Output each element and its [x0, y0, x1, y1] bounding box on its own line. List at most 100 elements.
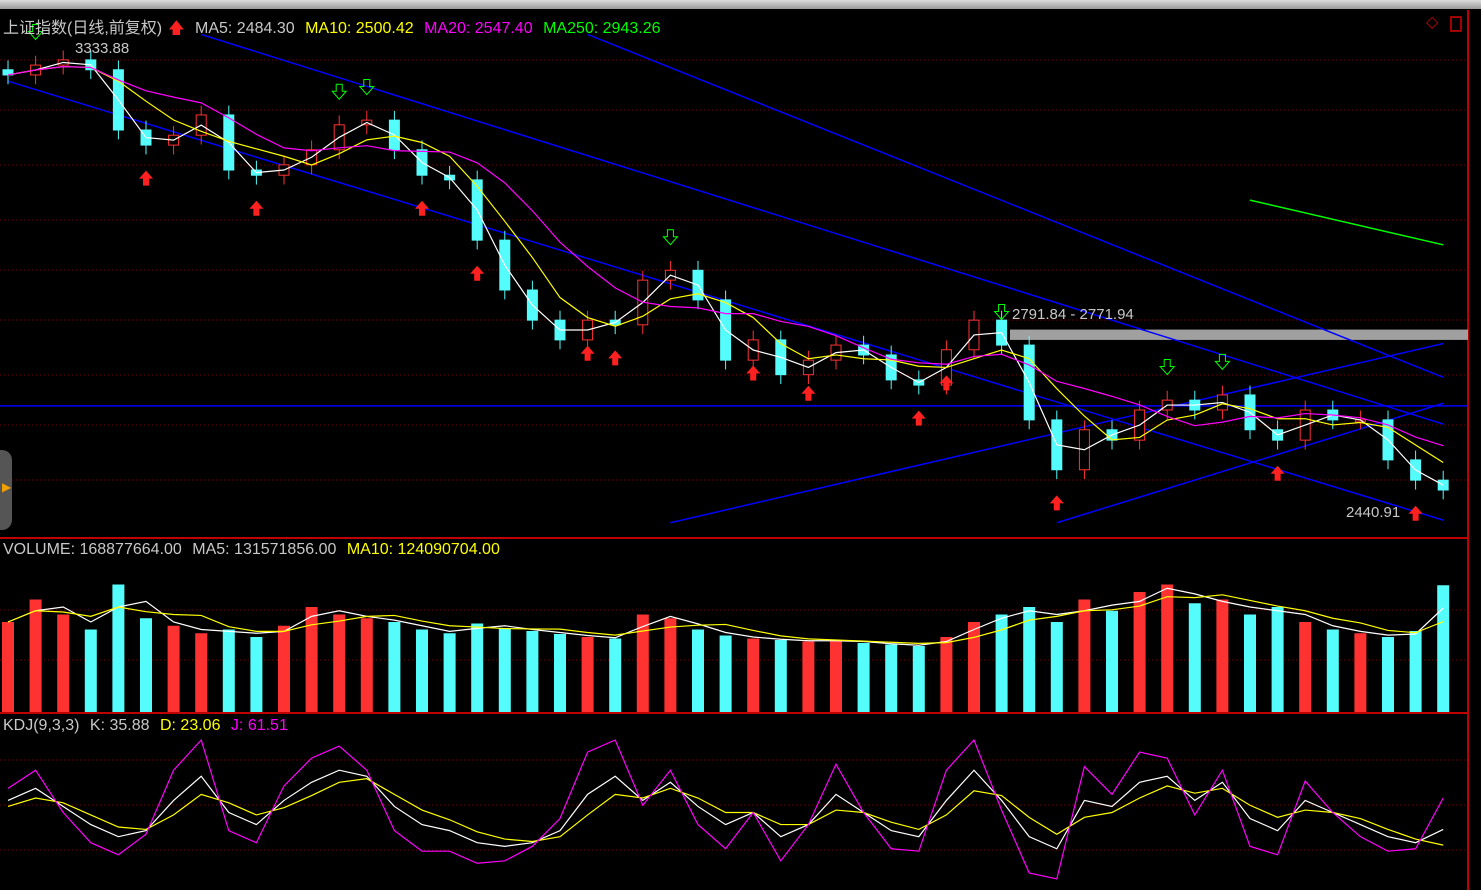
volume-ma5: MA5: 131571856.00 — [192, 541, 337, 558]
volume-bar — [747, 638, 760, 712]
diamond-icon[interactable]: ◇ — [1426, 14, 1439, 31]
price-band — [1010, 329, 1468, 340]
kdj-name: KDJ(9,3,3) — [3, 717, 80, 734]
volume-bar — [471, 623, 484, 712]
sell-arrow-icon — [1159, 359, 1176, 376]
chart-title: 上证指数(日线,前复权) — [3, 20, 163, 37]
volume-bar — [1326, 629, 1339, 712]
buy-arrow-icon — [801, 385, 816, 401]
ma10-line — [7, 66, 1444, 463]
band-label: 2791.84 - 2771.94 — [1012, 306, 1134, 323]
volume-bar — [443, 633, 456, 712]
kdj-legend: KDJ(9,3,3) K: 35.88 D: 23.06 J: 61.51 — [3, 717, 294, 735]
side-panel-handle[interactable]: ▶ — [0, 450, 12, 530]
main-legend: 上证指数(日线,前复权) 🡅 MA5: 2484.30 MA10: 2500.42… — [3, 14, 666, 44]
volume-bar — [692, 629, 704, 712]
volume-bar — [1050, 622, 1063, 712]
volume-bar — [167, 625, 180, 712]
high-label: 3333.88 — [75, 40, 130, 57]
sell-arrow-icon — [331, 83, 348, 100]
volume-bar — [84, 629, 97, 712]
volume-bar — [333, 614, 346, 712]
volume-bar — [195, 633, 208, 712]
buy-arrow-icon — [911, 410, 926, 426]
buy-arrow-icon — [580, 345, 595, 361]
sell-arrow-icon — [1214, 353, 1231, 371]
volume-bar — [1216, 599, 1229, 712]
kdj-k: K: 35.88 — [89, 717, 150, 734]
trend-line — [200, 33, 1444, 425]
buy-arrow-icon — [939, 375, 954, 391]
sell-arrow-icon — [993, 303, 1010, 321]
volume-bar — [1023, 607, 1036, 712]
up-arrow-icon: 🡅 — [168, 20, 185, 37]
volume-bar — [719, 635, 732, 712]
kdj-d-line — [7, 778, 1444, 846]
volume-bar — [57, 614, 70, 712]
kdj-k-line — [7, 769, 1444, 850]
volume-bar — [1078, 599, 1091, 712]
volume-ma10: MA10: 124090704.00 — [346, 541, 500, 558]
window-toggle-icon[interactable] — [1450, 16, 1462, 32]
ma250-legend: MA250: 2943.26 — [543, 20, 661, 37]
buy-arrow-icon — [470, 265, 485, 281]
volume-bar — [360, 618, 373, 712]
kdj-j-line — [7, 738, 1444, 880]
ma10-legend: MA10: 2500.42 — [305, 20, 414, 37]
volume-bar — [1437, 585, 1450, 712]
volume-bar — [554, 634, 566, 712]
volume-bar — [388, 622, 401, 712]
volume-bar — [416, 629, 428, 712]
sell-arrow-icon — [662, 229, 679, 246]
volume-bar — [968, 622, 980, 712]
volume-bar — [1188, 603, 1201, 712]
trend-line — [587, 33, 1444, 378]
volume-bar — [1106, 610, 1118, 712]
buy-arrow-icon — [415, 200, 429, 216]
kdj-d: D: 23.06 — [159, 717, 221, 734]
volume-bar — [140, 618, 152, 712]
volume-bar — [1271, 607, 1284, 712]
volume-bar — [29, 599, 42, 712]
volume-bar — [1161, 584, 1174, 712]
volume-ma10-line — [7, 594, 1444, 644]
volume-bar — [278, 625, 290, 712]
volume-bar — [112, 584, 125, 712]
volume-bar — [857, 643, 870, 712]
sell-arrow-icon — [358, 79, 375, 96]
volume-bar — [885, 644, 898, 712]
sell-arrow-icon — [27, 23, 44, 41]
volume-bar — [222, 629, 235, 712]
volume-bar — [1133, 592, 1146, 712]
ma20-legend: MA20: 2547.40 — [424, 20, 533, 37]
volume-bar — [830, 640, 842, 712]
volume-bar — [609, 638, 622, 712]
ma20-line — [7, 66, 1444, 447]
buy-arrow-icon — [608, 350, 623, 366]
ma5-line — [7, 61, 1444, 486]
volume-bar — [636, 614, 649, 712]
volume-bar — [305, 607, 318, 712]
volume-value: VOLUME: 168877664.00 — [3, 541, 182, 558]
expand-arrow-icon: ▶ — [2, 480, 12, 494]
volume-bar — [1354, 633, 1367, 712]
volume-bar — [940, 637, 953, 712]
volume-bar — [774, 640, 787, 712]
volume-bar — [1382, 637, 1394, 712]
volume-bar — [664, 618, 677, 712]
volume-bar — [1244, 614, 1256, 712]
window-toolbar — [0, 0, 1481, 9]
buy-arrow-icon — [1408, 505, 1423, 521]
ma5-legend: MA5: 2484.30 — [195, 20, 295, 37]
volume-bar — [526, 631, 539, 712]
volume-bar — [1299, 622, 1312, 712]
volume-bar — [1409, 631, 1422, 712]
volume-bar — [802, 641, 815, 712]
buy-arrow-icon — [746, 365, 761, 381]
volume-bar — [2, 622, 14, 712]
kdj-j: J: 61.51 — [230, 717, 288, 734]
ma250-line — [1249, 199, 1444, 246]
volume-bar — [995, 614, 1008, 712]
volume-bar — [581, 637, 594, 712]
